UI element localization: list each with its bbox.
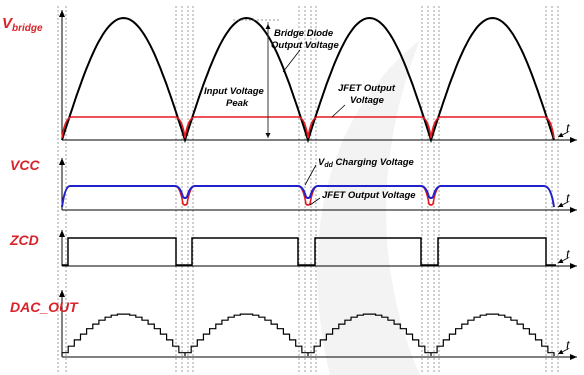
zero-crossing-guides: [57, 6, 559, 372]
bridge-diode-annotation: Bridge Diode Output Voltage: [271, 28, 339, 51]
vdd-charging-waveform: [61, 185, 555, 208]
dac-out-staircase: [61, 313, 555, 356]
jfet-output-vcc-annotation: JFET Output Voltage: [322, 190, 416, 201]
jfet-output-waveform: [61, 116, 555, 139]
vcc-label: VCC: [10, 157, 40, 173]
vbridge-t-label: t: [566, 121, 571, 136]
jfet-output-annotation: JFET Output Voltage: [338, 83, 398, 106]
zcd-label: ZCD: [9, 232, 39, 248]
vcc-t-label: t: [566, 191, 571, 206]
axes: [59, 10, 577, 360]
background-watermark: [317, 40, 420, 375]
dac-out-label: DAC_OUT: [10, 299, 79, 315]
t-arrows: [557, 131, 569, 355]
input-peak-annotation: Input Voltage Peak: [204, 86, 266, 109]
vdd-charging-annotation: Vdd Charging Voltage: [318, 157, 415, 169]
input-peak-indicator: [233, 19, 280, 138]
dac-t-label: t: [566, 338, 571, 353]
zcd-waveform: [62, 237, 556, 266]
vbridge-label: Vbridge: [2, 15, 43, 34]
bridge-diode-output-waveform: [61, 16, 555, 144]
vcc-jfet-output-waveform: [61, 185, 555, 208]
annotation-pointers: [282, 49, 346, 206]
zcd-t-label: t: [566, 247, 571, 262]
